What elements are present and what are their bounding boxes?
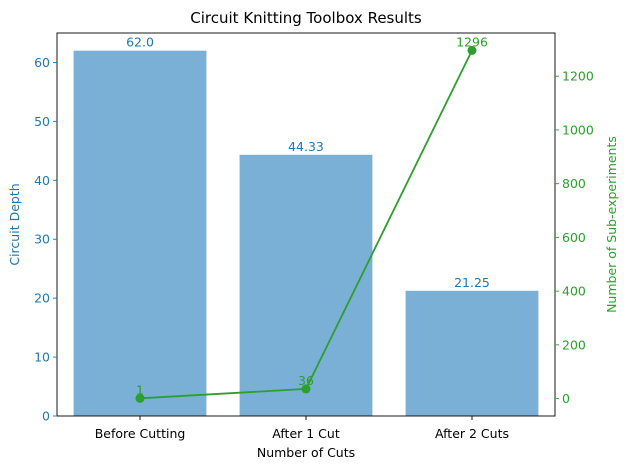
right-axis-tick-label: 400: [562, 284, 586, 299]
right-axis-tick-label: 0: [562, 391, 570, 406]
x-axis-title: Number of Cuts: [257, 445, 355, 460]
bar: [405, 290, 539, 416]
left-axis-title: Circuit Depth: [7, 183, 22, 265]
left-axis-tick-label: 60: [34, 55, 50, 70]
x-axis-tick-label: After 1 Cut: [272, 426, 340, 441]
left-axis-tick-label: 10: [34, 350, 50, 365]
x-axis-tick-label: Before Cutting: [95, 426, 186, 441]
right-axis-tick-label: 1200: [562, 69, 594, 84]
line-point: [301, 384, 311, 394]
right-axis-tick-label: 800: [562, 176, 586, 191]
left-axis-tick-label: 0: [42, 409, 50, 424]
left-axis-tick-label: 50: [34, 114, 50, 129]
line-value-label: 1296: [456, 34, 488, 49]
right-axis-tick-label: 600: [562, 230, 586, 245]
bar-value-label: 21.25: [454, 275, 490, 290]
chart-title: Circuit Knitting Toolbox Results: [190, 9, 422, 27]
line-value-label: 36: [298, 373, 314, 388]
bar-value-label: 62.0: [126, 35, 154, 50]
line-point: [135, 393, 145, 403]
line-point: [467, 45, 477, 55]
left-axis-tick-label: 30: [34, 232, 50, 247]
right-axis-tick-label: 1000: [562, 122, 594, 137]
bars-layer: 62.0 44.33 21.25: [73, 35, 539, 417]
line-value-label: 1: [136, 382, 144, 397]
left-axis-tick-label: 40: [34, 173, 50, 188]
right-axis-tick-label: 200: [562, 337, 586, 352]
bar-value-label: 44.33: [288, 139, 324, 154]
axes-layer: 0102030405060020040060080010001200Before…: [34, 32, 594, 441]
bar: [239, 154, 373, 416]
line-layer: 1 36 1296: [135, 34, 488, 403]
bar: [73, 50, 207, 417]
left-axis-tick-label: 20: [34, 291, 50, 306]
right-axis-title: Number of Sub-experiments: [604, 136, 619, 313]
x-axis-tick-label: After 2 Cuts: [435, 426, 509, 441]
